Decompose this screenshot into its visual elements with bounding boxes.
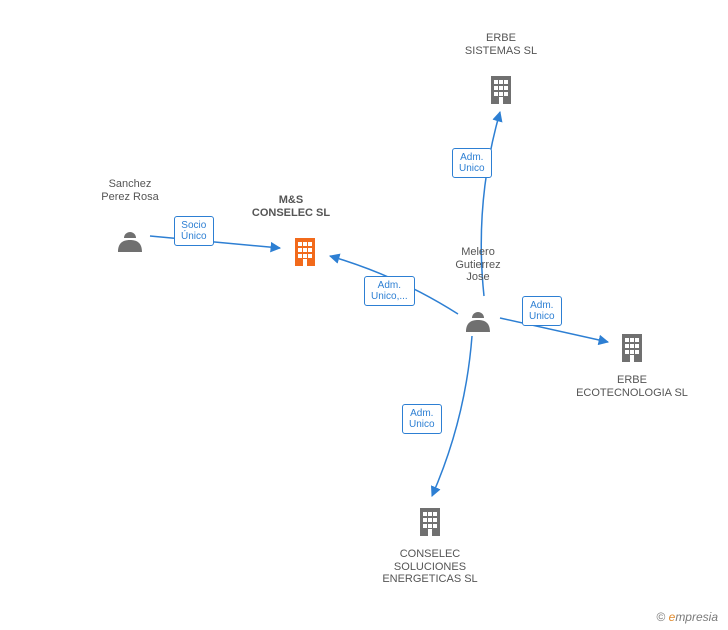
edge bbox=[150, 236, 280, 248]
person-icon bbox=[118, 232, 142, 252]
building-icon bbox=[295, 238, 315, 266]
node-label: ERBE ECOTECNOLOGIA SL bbox=[562, 374, 702, 399]
diagram-canvas bbox=[0, 0, 728, 630]
node-label: ERBE SISTEMAS SL bbox=[431, 32, 571, 57]
edge-label: Adm. Unico bbox=[522, 296, 562, 326]
edge-label: Adm. Unico bbox=[452, 148, 492, 178]
node-label: Melero Gutierrez Jose bbox=[408, 246, 548, 284]
copyright-symbol: © bbox=[656, 610, 665, 624]
brand-rest: mpresia bbox=[675, 610, 718, 624]
person-icon bbox=[466, 312, 490, 332]
building-icon bbox=[420, 508, 440, 536]
building-icon bbox=[491, 76, 511, 104]
node-label: CONSELEC SOLUCIONES ENERGETICAS SL bbox=[360, 548, 500, 586]
edge-label: Socio Único bbox=[174, 216, 214, 246]
node-label: Sanchez Perez Rosa bbox=[60, 178, 200, 203]
footer-credit: © empresia bbox=[656, 610, 718, 624]
edge-label: Adm. Unico bbox=[402, 404, 442, 434]
node-label: M&S CONSELEC SL bbox=[221, 194, 361, 219]
building-icon bbox=[622, 334, 642, 362]
